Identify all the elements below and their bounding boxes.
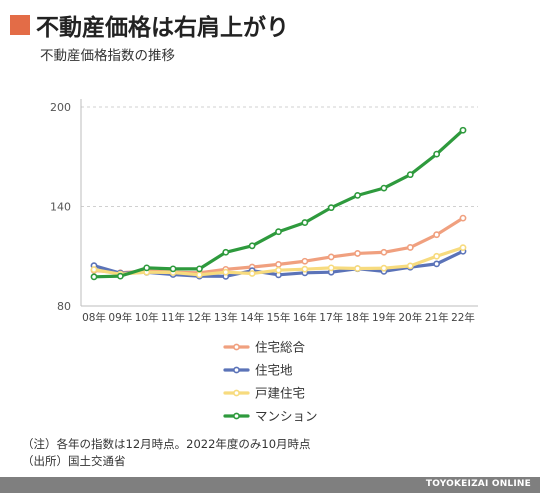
data-point-0-8	[301, 257, 309, 265]
chart-subtitle: 不動産価格指数の推移	[40, 48, 175, 64]
legend-label-3: マンション	[255, 409, 318, 424]
data-point-3-2	[143, 264, 151, 272]
data-point-2-11	[380, 264, 388, 272]
x-tick-label-0: 08年	[82, 311, 106, 324]
footer-brand: TOYOKEIZAI ONLINE	[425, 479, 531, 489]
data-point-3-1	[116, 272, 124, 280]
x-tick-label-9: 17年	[319, 311, 343, 324]
x-tick-label-10: 18年	[346, 311, 370, 324]
data-point-0-13	[433, 231, 441, 239]
legend-label-1: 住宅地	[255, 363, 293, 378]
page-title: 不動産価格は右肩上がり	[36, 15, 289, 41]
x-tick-label-3: 11年	[161, 311, 185, 324]
x-tick-label-11: 19年	[372, 311, 396, 324]
data-point-0-9	[327, 253, 335, 261]
x-tick-label-8: 16年	[293, 311, 317, 324]
data-point-0-14	[459, 214, 467, 222]
data-point-3-8	[301, 219, 309, 226]
x-tick-label-5: 13年	[214, 311, 238, 324]
y-tick-label-200: 200	[50, 101, 71, 114]
data-point-3-14	[459, 126, 467, 134]
notes: （注）各年の指数は12月時点。2022年度のみ10月時点 （出所）国土交通省	[22, 436, 311, 470]
data-point-3-3	[169, 265, 177, 273]
x-tick-label-14: 22年	[451, 311, 475, 324]
legend-label-0: 住宅総合	[255, 340, 306, 355]
data-point-3-10	[354, 191, 361, 199]
legend-marker-0	[233, 343, 240, 351]
data-point-2-13	[433, 252, 441, 260]
x-tick-label-13: 21年	[425, 311, 449, 324]
title-row: 不動産価格は右肩上がり	[10, 8, 289, 42]
legend-label-2: 戸建住宅	[255, 386, 305, 401]
title-accent-square	[10, 15, 30, 35]
y-tick-label-80: 80	[57, 300, 71, 313]
legend-marker-1	[233, 366, 240, 374]
data-point-3-4	[196, 265, 203, 273]
x-tick-label-6: 14年	[240, 311, 264, 324]
data-point-2-0	[90, 266, 98, 273]
legend-marker-3	[233, 412, 240, 420]
grid-lines	[81, 106, 478, 207]
data-point-3-12	[406, 171, 414, 179]
data-point-3-0	[90, 273, 98, 281]
data-point-2-14	[459, 244, 467, 252]
line-chart: 80 140 200 08年 09年 10年 11年 12年 13年 14年 15年 16年 17年 18…	[50, 99, 478, 424]
legend-marker-2	[233, 389, 240, 397]
data-point-3-6	[248, 242, 256, 250]
series-lines	[90, 126, 467, 281]
data-point-2-10	[354, 265, 361, 272]
data-point-2-9	[327, 264, 335, 272]
axes: 80 140 200 08年 09年 10年 11年 12年 13年 14年 15年 16年 17年 18…	[50, 99, 478, 324]
data-point-0-12	[406, 244, 414, 251]
data-point-3-13	[433, 150, 441, 158]
data-point-3-7	[275, 228, 282, 236]
x-tick-label-1: 09年	[108, 311, 132, 324]
data-point-1-13	[433, 260, 441, 268]
data-point-3-11	[380, 184, 388, 192]
series-line-3	[92, 128, 465, 279]
data-point-2-7	[275, 266, 282, 274]
note-source: （出所）国土交通省	[22, 454, 126, 468]
data-point-2-12	[406, 262, 414, 270]
data-point-0-11	[380, 248, 388, 256]
data-point-2-8	[301, 265, 309, 273]
data-point-3-5	[222, 248, 230, 256]
data-point-0-7	[275, 260, 282, 268]
footer-bar: TOYOKEIZAI ONLINE	[0, 477, 540, 493]
x-tick-label-4: 12年	[187, 311, 211, 324]
data-point-2-5	[222, 268, 230, 276]
x-tick-label-2: 10年	[135, 311, 159, 324]
data-point-3-9	[327, 204, 335, 212]
x-tick-label-7: 15年	[267, 311, 291, 324]
data-point-0-10	[354, 250, 361, 257]
note-remark: （注）各年の指数は12月時点。2022年度のみ10月時点	[22, 437, 311, 451]
data-point-2-6	[248, 270, 256, 277]
data-point-2-4	[196, 271, 203, 279]
x-tick-label-12: 20年	[398, 311, 422, 324]
y-tick-label-140: 140	[50, 201, 71, 214]
